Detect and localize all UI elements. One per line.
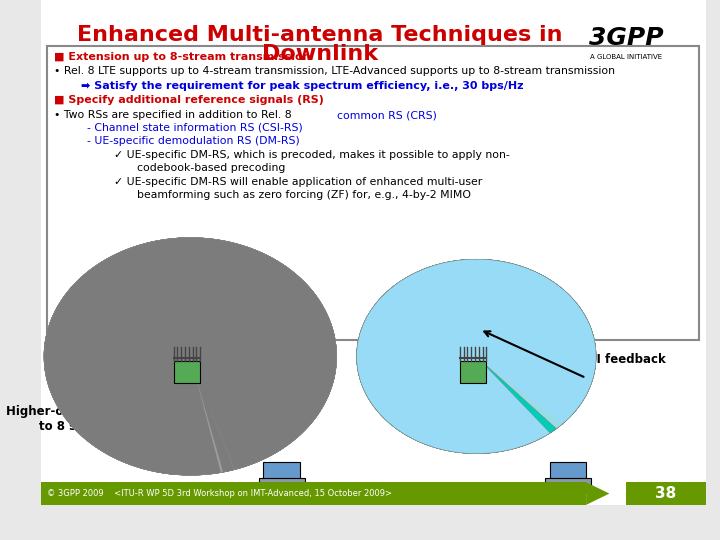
- Text: ■ Specify additional reference signals (RS): ■ Specify additional reference signals (…: [54, 96, 324, 105]
- Wedge shape: [44, 238, 337, 475]
- Wedge shape: [44, 238, 337, 475]
- Text: - UE-specific demodulation RS (DM-RS): - UE-specific demodulation RS (DM-RS): [87, 136, 300, 146]
- Wedge shape: [44, 238, 337, 475]
- Text: codebook-based precoding: codebook-based precoding: [137, 163, 285, 173]
- FancyBboxPatch shape: [626, 482, 706, 505]
- Wedge shape: [44, 238, 337, 475]
- Text: ■ Extension up to 8-stream transmission: ■ Extension up to 8-stream transmission: [54, 52, 310, 62]
- Text: Downlink: Downlink: [262, 44, 378, 64]
- Wedge shape: [356, 259, 596, 454]
- Text: Max. 8 streams: Max. 8 streams: [136, 353, 238, 366]
- Text: • Two RSs are specified in addition to Rel. 8: • Two RSs are specified in addition to R…: [54, 110, 295, 120]
- Text: 3GPP: 3GPP: [589, 26, 663, 50]
- FancyBboxPatch shape: [40, 0, 706, 505]
- Text: ✓ UE-specific DM-RS will enable application of enhanced multi-user: ✓ UE-specific DM-RS will enable applicat…: [114, 177, 482, 187]
- FancyBboxPatch shape: [549, 462, 586, 483]
- Text: ✓ UE-specific DM-RS, which is precoded, makes it possible to apply non-: ✓ UE-specific DM-RS, which is precoded, …: [114, 150, 510, 160]
- Wedge shape: [356, 259, 596, 454]
- Text: Enhanced Multi-antenna Techniques in: Enhanced Multi-antenna Techniques in: [77, 25, 563, 45]
- Wedge shape: [44, 238, 337, 475]
- Wedge shape: [44, 238, 337, 475]
- Wedge shape: [356, 259, 596, 454]
- Polygon shape: [586, 482, 609, 505]
- FancyBboxPatch shape: [174, 361, 200, 383]
- Text: ➡ Satisfy the requirement for peak spectrum efficiency, i.e., 30 bps/Hz: ➡ Satisfy the requirement for peak spect…: [81, 81, 523, 91]
- Wedge shape: [44, 238, 337, 475]
- Wedge shape: [356, 259, 596, 454]
- Wedge shape: [356, 259, 596, 454]
- Wedge shape: [44, 238, 337, 475]
- Text: © 3GPP 2009    <ITU-R WP 5D 3rd Workshop on IMT-Advanced, 15 October 2009>: © 3GPP 2009 <ITU-R WP 5D 3rd Workshop on…: [48, 489, 392, 498]
- FancyBboxPatch shape: [264, 462, 300, 483]
- Wedge shape: [356, 259, 596, 454]
- Text: • Rel. 8 LTE supports up to 4-stream transmission, LTE-Advanced supports up to 8: • Rel. 8 LTE supports up to 4-stream tra…: [54, 66, 615, 76]
- Text: common RS (CRS): common RS (CRS): [337, 110, 436, 120]
- Wedge shape: [44, 238, 337, 475]
- Wedge shape: [44, 238, 337, 475]
- FancyBboxPatch shape: [459, 361, 486, 383]
- FancyBboxPatch shape: [40, 482, 586, 505]
- Text: Enhanced
MU-MIMO: Enhanced MU-MIMO: [441, 404, 505, 433]
- Text: - Channel state information RS (CSI-RS): - Channel state information RS (CSI-RS): [87, 123, 303, 133]
- Wedge shape: [356, 259, 596, 454]
- Text: A GLOBAL INITIATIVE: A GLOBAL INITIATIVE: [590, 53, 662, 60]
- Text: beamforming such as zero forcing (ZF) for, e.g., 4-by-2 MIMO: beamforming such as zero forcing (ZF) fo…: [137, 190, 471, 200]
- Text: CSI feedback: CSI feedback: [580, 353, 666, 366]
- Wedge shape: [356, 259, 596, 454]
- Text: Higher-order MIMO up
to 8 streams: Higher-order MIMO up to 8 streams: [6, 404, 155, 433]
- FancyBboxPatch shape: [258, 478, 305, 492]
- Text: 38: 38: [655, 486, 677, 501]
- FancyBboxPatch shape: [48, 46, 699, 340]
- FancyBboxPatch shape: [545, 478, 591, 492]
